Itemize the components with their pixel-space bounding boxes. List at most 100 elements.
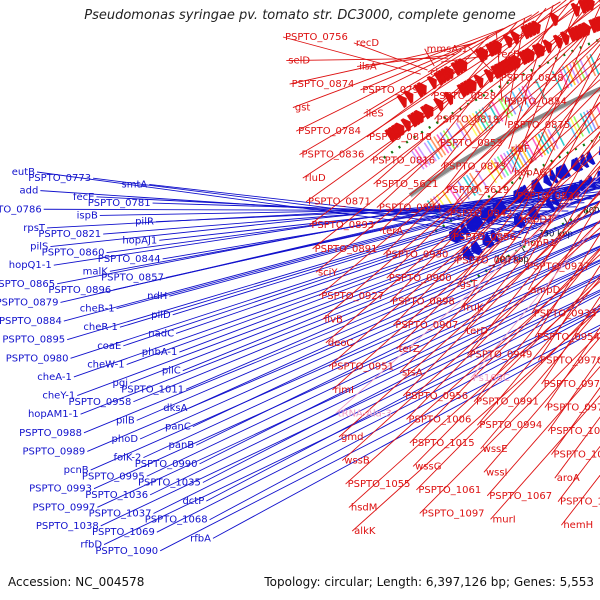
label-leader-line xyxy=(379,18,600,232)
label-leader-line xyxy=(136,221,600,421)
label-leader-line xyxy=(351,308,600,532)
label-leader-line xyxy=(315,37,600,273)
label-leader-line xyxy=(338,201,600,438)
gene-label: PSPTO_0907 xyxy=(395,320,458,331)
cog-strip xyxy=(573,116,584,137)
gene-label: selD xyxy=(288,56,310,67)
label-leader-line xyxy=(175,187,600,334)
label-leader-line xyxy=(63,177,600,322)
label-leader-line xyxy=(328,125,600,367)
gene-label: PSPTO_0842 xyxy=(450,208,513,219)
gene-label: PSPTO_1038 xyxy=(36,521,99,532)
cog-strip xyxy=(558,67,570,89)
gene-label: PSPTO_0951 xyxy=(331,361,394,372)
gene-label: sfsA xyxy=(402,367,423,378)
label-leader-line xyxy=(36,171,522,239)
gene-label: dctP xyxy=(182,496,204,507)
accession-text: Accession: NC_004578 xyxy=(8,575,145,589)
label-leader-line xyxy=(292,28,504,109)
gene-label: hopD1 xyxy=(521,214,554,225)
gene-label: PSPTO_0834 xyxy=(517,191,580,202)
label-leader-line xyxy=(490,394,600,520)
forward-gene-arrow xyxy=(396,94,407,109)
cog-strip xyxy=(468,114,481,135)
label-leader-line xyxy=(116,179,600,310)
label-leader-line xyxy=(348,280,600,508)
cog-strip xyxy=(547,128,559,150)
label-leader-line xyxy=(139,233,600,440)
gene-label: add xyxy=(20,186,39,197)
cog-strip xyxy=(491,101,504,122)
gene-label: recD xyxy=(356,38,380,49)
gene-label: rfbD xyxy=(80,540,102,551)
gene-label: PSPTO_0898 xyxy=(392,297,455,308)
label-leader-line xyxy=(514,5,600,197)
label-leader-line xyxy=(295,14,532,132)
cog-strip xyxy=(423,142,437,162)
gene-label: PSPTO_0994 xyxy=(479,420,542,431)
reverse-gene-arrow xyxy=(534,177,544,192)
label-leader-line xyxy=(450,43,600,238)
gene-label: PSPTO_0979 xyxy=(547,403,600,414)
gene-label: PSPTO_1037 xyxy=(89,509,152,520)
gene-label: PSPTO_0854 xyxy=(504,97,567,108)
label-leader-line xyxy=(412,275,600,467)
gene-label: PSPTO_0879 xyxy=(0,297,58,308)
gene-label: PSPTO_0930 xyxy=(385,250,448,261)
forward-gene-arrow xyxy=(426,76,437,90)
gene-label: PSPTO_0857 xyxy=(101,273,164,284)
gene-label: pcnB xyxy=(64,465,89,476)
label-leader-line xyxy=(427,50,462,73)
label-leader-line xyxy=(440,0,573,167)
gene-label: rpsT xyxy=(23,223,46,234)
cog-strip xyxy=(462,176,476,196)
gene-label: malK xyxy=(83,266,109,277)
gene-label: sciY xyxy=(318,267,338,278)
cog-strip xyxy=(544,130,556,151)
gene-label: PSPTO_0878 xyxy=(456,256,519,267)
gene-label: gmd xyxy=(341,432,363,443)
gene-label: cheR-1 xyxy=(83,322,118,333)
gene-label: PSPTO_0819 xyxy=(437,114,500,125)
gene-label: PSPTO_0993 xyxy=(29,484,92,495)
label-leader-line xyxy=(67,180,600,341)
label-leader-line xyxy=(518,52,600,220)
gene-label: PSPTO_5621 xyxy=(376,179,439,190)
label-leader-line xyxy=(100,289,600,527)
label-leader-line xyxy=(373,0,583,185)
label-leader-line xyxy=(195,247,600,446)
label-leader-line xyxy=(43,208,569,212)
label-leader-line xyxy=(537,264,600,361)
gene-label: PSPTO_0816 xyxy=(372,156,435,167)
label-leader-line xyxy=(409,247,600,444)
gene-label: PSPTO_1068 xyxy=(145,515,208,526)
label-leader-line xyxy=(305,0,590,203)
gene-label: PSPTO_1055 xyxy=(348,479,411,490)
gene-label: PSPTO_0954 xyxy=(537,332,600,343)
label-leader-line xyxy=(299,1,561,156)
gene-label: PSPTO_0997 xyxy=(33,502,96,513)
cog-strip xyxy=(478,109,491,130)
genome-summary-text: Topology: circular; Length: 6,397,126 bp… xyxy=(264,575,594,589)
gene-label: PSPTO_0786 xyxy=(0,204,42,215)
label-leader-line xyxy=(103,305,600,545)
gene-label: coaE xyxy=(97,341,121,352)
cog-strip xyxy=(521,142,534,163)
forward-gene-arrow xyxy=(394,122,405,136)
cog-strip xyxy=(537,133,550,154)
gene-label: wssE xyxy=(483,444,508,455)
gene-label: PSPTO_0875 xyxy=(507,120,570,131)
gene-label: gst xyxy=(295,103,311,114)
gene-label: PSPTO_0784 xyxy=(298,126,361,137)
reverse-gene-arrow xyxy=(561,163,571,178)
gene-label: PSPTO_0988 xyxy=(19,428,82,439)
cog-strip xyxy=(433,136,447,156)
label-leader-line xyxy=(318,57,600,297)
cog-strip xyxy=(575,60,587,81)
label-leader-line xyxy=(77,200,600,396)
gene-label: pilB xyxy=(116,415,135,426)
gene-label: murI xyxy=(493,514,516,525)
gene-label: hopAG1 xyxy=(514,167,554,178)
gene-label: PSPTO_0894 xyxy=(379,203,442,214)
